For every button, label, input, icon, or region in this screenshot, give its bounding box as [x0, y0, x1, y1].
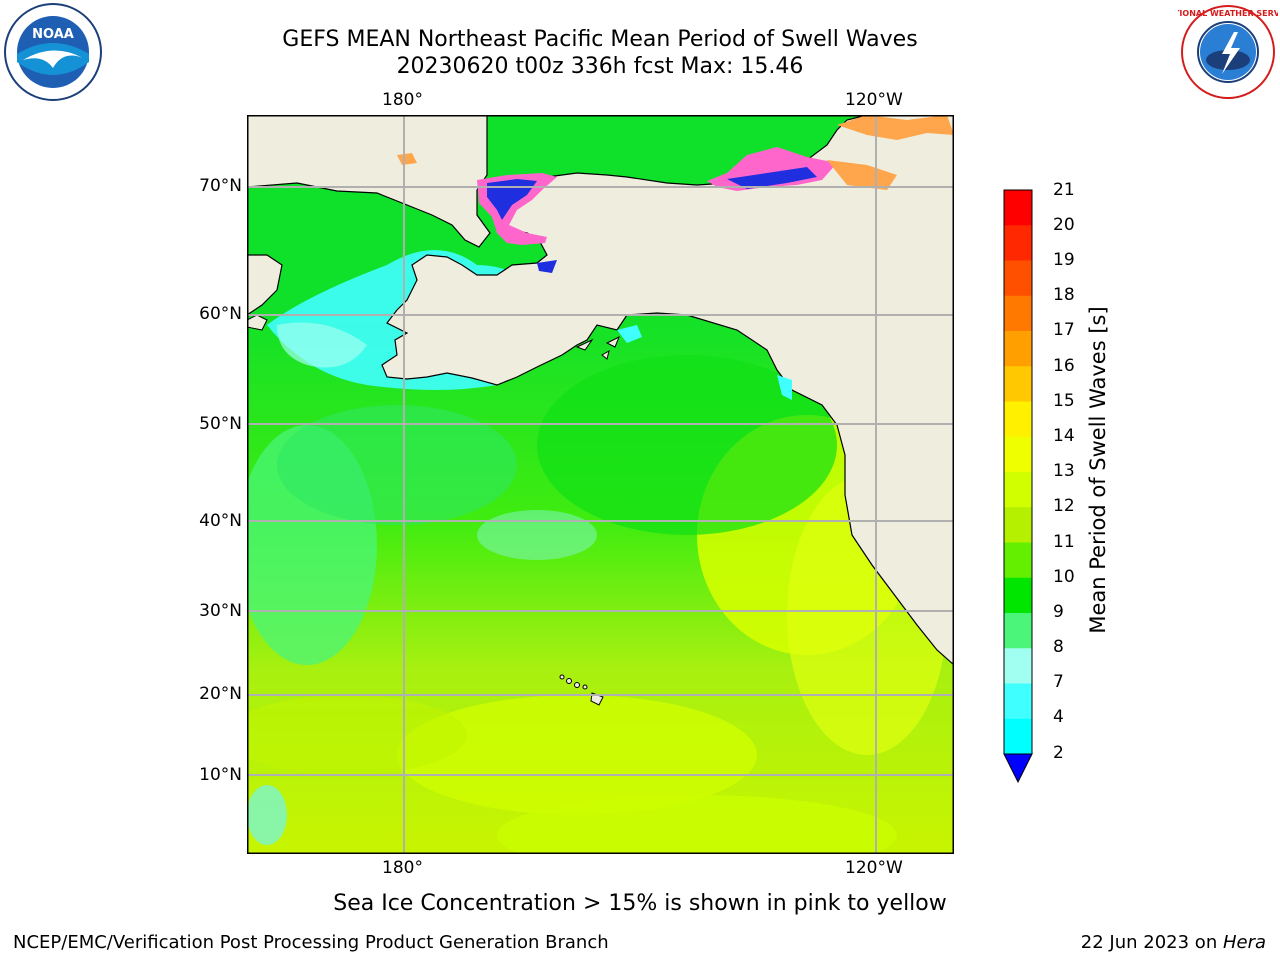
footer-date: 22 Jun 2023 on	[1080, 932, 1223, 953]
colorbar-frame	[1003, 189, 1033, 755]
colorbar-box	[1004, 472, 1032, 508]
lon-label-bottom-120w: 120°W	[845, 858, 903, 878]
nws-logo: NATIONAL WEATHER SERVICE	[1162, 2, 1280, 102]
lat-label-70n: 70°N	[199, 176, 242, 196]
footer-date-machine: 22 Jun 2023 on Hera	[1081, 932, 1266, 954]
cb-tick-10: 10	[1053, 567, 1075, 587]
colorbar-box	[1004, 718, 1032, 755]
colorbar-box	[1004, 260, 1032, 297]
cb-tick-15: 15	[1053, 391, 1075, 411]
lon-label-top-120w: 120°W	[845, 90, 903, 110]
cb-tick-9: 9	[1053, 602, 1064, 622]
cb-tick-4: 4	[1053, 707, 1064, 727]
map-frame	[247, 115, 954, 854]
colorbar-arrow	[1003, 753, 1033, 784]
colorbar-box	[1004, 542, 1032, 579]
cb-tick-17: 17	[1053, 320, 1075, 340]
colorbar-box	[1004, 190, 1032, 226]
map-svg	[227, 114, 955, 875]
cb-tick-14: 14	[1053, 426, 1075, 446]
colorbar-box	[1004, 648, 1032, 684]
lat-label-10n: 10°N	[199, 765, 242, 785]
land-north-america	[381, 114, 955, 667]
ice-arctic-east	[837, 115, 954, 140]
footer-machine: Hera	[1222, 932, 1266, 953]
map-panel	[227, 114, 955, 875]
cb-tick-2: 2	[1053, 743, 1064, 763]
colorbar-box	[1004, 683, 1032, 720]
map-gridlines	[247, 115, 954, 854]
lon-label-bottom-180: 180°	[382, 858, 423, 878]
lat-label-60n: 60°N	[199, 304, 242, 324]
chart-title: GEFS MEAN Northeast Pacific Mean Period …	[282, 27, 918, 52]
noaa-logo: NOAA	[3, 2, 103, 102]
colorbar-box	[1004, 225, 1032, 261]
cb-tick-21: 21	[1053, 180, 1075, 200]
lon-label-top-180: 180°	[382, 90, 423, 110]
colorbar	[1000, 188, 1040, 788]
chart-subtitle: 20230620 t00z 336h fcst Max: 15.46	[396, 54, 804, 79]
cb-tick-19: 19	[1053, 250, 1075, 270]
lat-label-20n: 20°N	[199, 684, 242, 704]
lat-label-40n: 40°N	[199, 511, 242, 531]
aleutian-islands	[575, 335, 620, 360]
cb-tick-11: 11	[1053, 532, 1075, 552]
cb-tick-20: 20	[1053, 215, 1075, 235]
colorbar-label: Mean Period of Swell Waves [s]	[1086, 306, 1110, 634]
cb-tick-13: 13	[1053, 461, 1075, 481]
sea-ice	[397, 115, 954, 400]
cb-tick-8: 8	[1053, 637, 1064, 657]
colorbar-box	[1004, 507, 1032, 543]
noaa-logo-text: NOAA	[32, 27, 74, 42]
nws-logo-text: NATIONAL WEATHER SERVICE	[1178, 9, 1278, 18]
colorbar-box	[1004, 331, 1032, 367]
colorbar-box	[1004, 366, 1032, 402]
colorbar-box	[1004, 436, 1032, 473]
colorbar-box	[1004, 295, 1032, 332]
cb-tick-16: 16	[1053, 356, 1075, 376]
colorbar-box	[1004, 577, 1032, 614]
sea-ice-note: Sea Ice Concentration > 15% is shown in …	[333, 891, 947, 916]
lat-label-50n: 50°N	[199, 414, 242, 434]
cb-tick-18: 18	[1053, 285, 1075, 305]
footer-branch: NCEP/EMC/Verification Post Processing Pr…	[13, 932, 609, 953]
lat-label-30n: 30°N	[199, 601, 242, 621]
cb-tick-7: 7	[1053, 672, 1064, 692]
colorbar-box	[1004, 401, 1032, 438]
colorbar-box	[1004, 613, 1032, 649]
swell-patches	[227, 355, 947, 875]
cb-tick-12: 12	[1053, 496, 1075, 516]
